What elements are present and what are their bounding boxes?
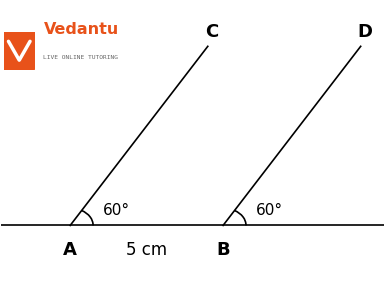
Text: C: C (205, 23, 218, 41)
Text: 60°: 60° (103, 203, 130, 218)
Text: 5 cm: 5 cm (126, 241, 167, 259)
Text: A: A (63, 241, 77, 259)
Text: Vedantu: Vedantu (44, 22, 119, 37)
Text: LIVE ONLINE TUTORING: LIVE ONLINE TUTORING (44, 55, 119, 59)
Text: 60°: 60° (256, 203, 283, 218)
FancyBboxPatch shape (3, 31, 35, 70)
Text: D: D (357, 23, 372, 41)
Text: B: B (216, 241, 230, 259)
